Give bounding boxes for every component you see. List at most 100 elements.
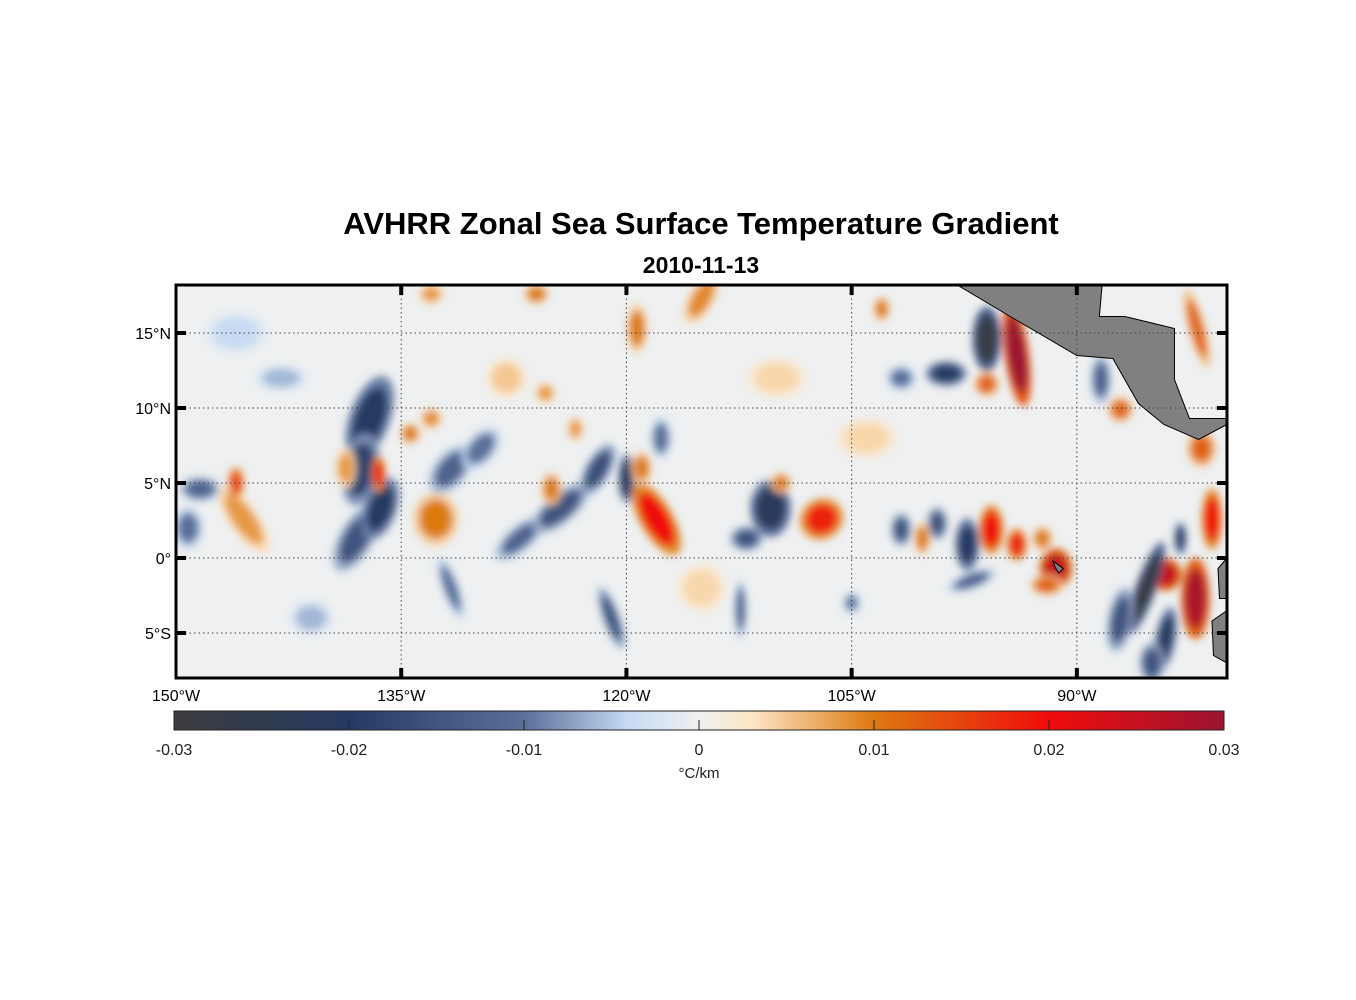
feature-core: [230, 471, 243, 495]
feature-core: [845, 595, 858, 611]
positive-gradient-feature: [400, 423, 421, 444]
feature-core: [1184, 568, 1206, 629]
positive-gradient-feature: [799, 498, 844, 540]
feature-core: [527, 286, 546, 302]
feature-core: [539, 490, 582, 527]
negative-gradient-feature: [1174, 522, 1187, 555]
negative-gradient-feature: [730, 526, 763, 551]
negative-gradient-feature: [290, 601, 332, 635]
feature-core: [976, 315, 998, 363]
negative-gradient-feature: [495, 516, 545, 561]
feature-core: [263, 369, 300, 387]
feature-core: [653, 423, 669, 453]
feature-core: [755, 487, 786, 530]
feature-core: [982, 511, 1001, 548]
feature-core: [543, 477, 559, 501]
feature-core: [584, 450, 611, 489]
feature-core: [633, 456, 649, 480]
positive-gradient-feature: [770, 472, 792, 494]
map-field: [176, 285, 1227, 678]
negative-gradient-feature: [532, 483, 589, 534]
positive-gradient-feature: [486, 357, 527, 399]
negative-gradient-feature: [1090, 355, 1112, 404]
feature-core: [1006, 315, 1028, 393]
colorbar-tick-label: 0.03: [1208, 742, 1239, 759]
positive-gradient-feature: [631, 451, 652, 485]
feature-core: [434, 451, 468, 488]
positive-gradient-feature: [1181, 558, 1210, 639]
positive-gradient-feature: [1187, 430, 1216, 467]
negative-gradient-feature: [891, 513, 912, 546]
positive-gradient-feature: [873, 296, 890, 322]
feature-core: [931, 364, 962, 383]
x-tick-label: 150°W: [152, 688, 201, 705]
negative-gradient-feature: [461, 427, 500, 470]
feature-core: [916, 526, 929, 551]
positive-gradient-feature: [335, 447, 356, 489]
feature-core: [1034, 577, 1059, 593]
negative-gradient-feature: [428, 445, 473, 494]
feature-core: [422, 286, 441, 302]
feature-core: [688, 285, 715, 318]
feature-core: [1009, 532, 1025, 557]
feature-core: [1131, 554, 1161, 622]
chart-title: AVHRR Zonal Sea Surface Temperature Grad…: [343, 206, 1059, 241]
chart-subtitle: 2010-11-13: [642, 252, 760, 278]
feature-core: [1175, 526, 1185, 551]
feature-core: [736, 588, 746, 630]
colorbar-tick-label: -0.03: [156, 742, 193, 759]
positive-gradient-feature: [227, 466, 245, 500]
feature-core: [373, 460, 384, 488]
feature-core: [805, 503, 838, 535]
feature-core: [875, 300, 888, 318]
feature-core: [296, 606, 327, 630]
feature-core: [1110, 595, 1131, 644]
feature-core: [366, 485, 395, 532]
feature-core: [1093, 361, 1109, 398]
feature-core: [1142, 648, 1161, 678]
negative-gradient-feature: [843, 592, 860, 614]
feature-core: [844, 423, 890, 453]
positive-gradient-feature: [836, 417, 898, 459]
positive-gradient-feature: [974, 371, 999, 397]
negative-gradient-feature: [1139, 642, 1165, 678]
positive-gradient-feature: [746, 357, 807, 399]
feature-core: [537, 385, 553, 401]
feature-core: [977, 375, 996, 393]
positive-gradient-feature: [631, 483, 682, 555]
negative-gradient-feature: [176, 507, 203, 549]
positive-gradient-feature: [541, 472, 562, 506]
feature-core: [754, 363, 800, 393]
positive-gradient-feature: [567, 416, 584, 442]
positive-gradient-feature: [535, 382, 556, 404]
negative-gradient-feature: [948, 569, 995, 592]
positive-gradient-feature: [1183, 289, 1211, 368]
positive-gradient-feature: [1006, 528, 1027, 561]
y-tick-label: 5°N: [144, 476, 171, 493]
negative-gradient-feature: [580, 444, 616, 495]
colorbar-tick-label: 0.01: [858, 742, 889, 759]
feature-core: [1111, 400, 1130, 419]
feature-core: [419, 499, 453, 539]
positive-gradient-feature: [626, 304, 648, 353]
feature-core: [402, 426, 418, 441]
y-tick-label: 0°: [156, 551, 171, 568]
y-tick-label: 15°N: [135, 326, 171, 343]
negative-gradient-feature: [437, 557, 465, 619]
land-polygon: [1217, 557, 1227, 599]
feature-core: [501, 522, 539, 555]
feature-core: [440, 565, 461, 611]
negative-gradient-feature: [925, 361, 967, 386]
feature-core: [638, 492, 675, 546]
feature-core: [601, 595, 622, 641]
negative-gradient-feature: [1107, 587, 1134, 652]
land-polygon: [1211, 609, 1227, 664]
negative-gradient-feature: [1126, 542, 1166, 634]
feature-core: [338, 453, 354, 483]
x-tick-label: 105°W: [828, 688, 877, 705]
feature-core: [890, 369, 912, 387]
feature-core: [185, 480, 216, 498]
positive-gradient-feature: [1108, 397, 1133, 422]
colorbar-tick-label: 0: [695, 742, 704, 759]
